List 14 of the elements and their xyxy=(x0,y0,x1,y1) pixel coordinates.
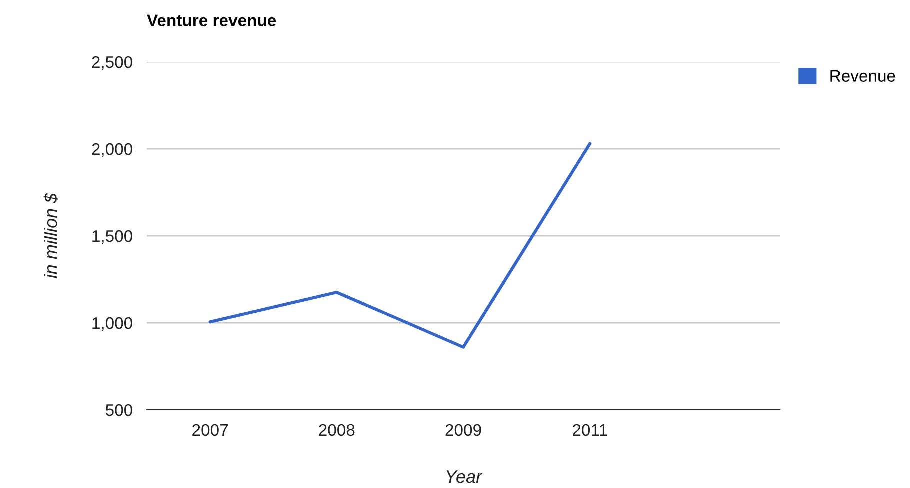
x-tick-label: 2007 xyxy=(192,424,228,436)
x-tick-label: 2011 xyxy=(573,424,608,436)
x-tick-label: 2009 xyxy=(446,424,482,436)
legend-label: Revenue xyxy=(830,70,896,82)
y-tick-label: 1,000 xyxy=(92,317,132,332)
x-tick-label: 2008 xyxy=(319,424,355,436)
y-tick-label: 1,500 xyxy=(92,230,132,244)
line-series xyxy=(208,142,592,349)
chart-title: Venture revenue xyxy=(147,14,276,26)
y-axis-title: in million $ xyxy=(44,193,58,278)
y-tick-label: 500 xyxy=(106,404,132,416)
y-tick-label: 2,500 xyxy=(92,56,132,70)
y-tick-label: 2,000 xyxy=(92,143,132,158)
x-axis-title: Year xyxy=(446,470,483,484)
